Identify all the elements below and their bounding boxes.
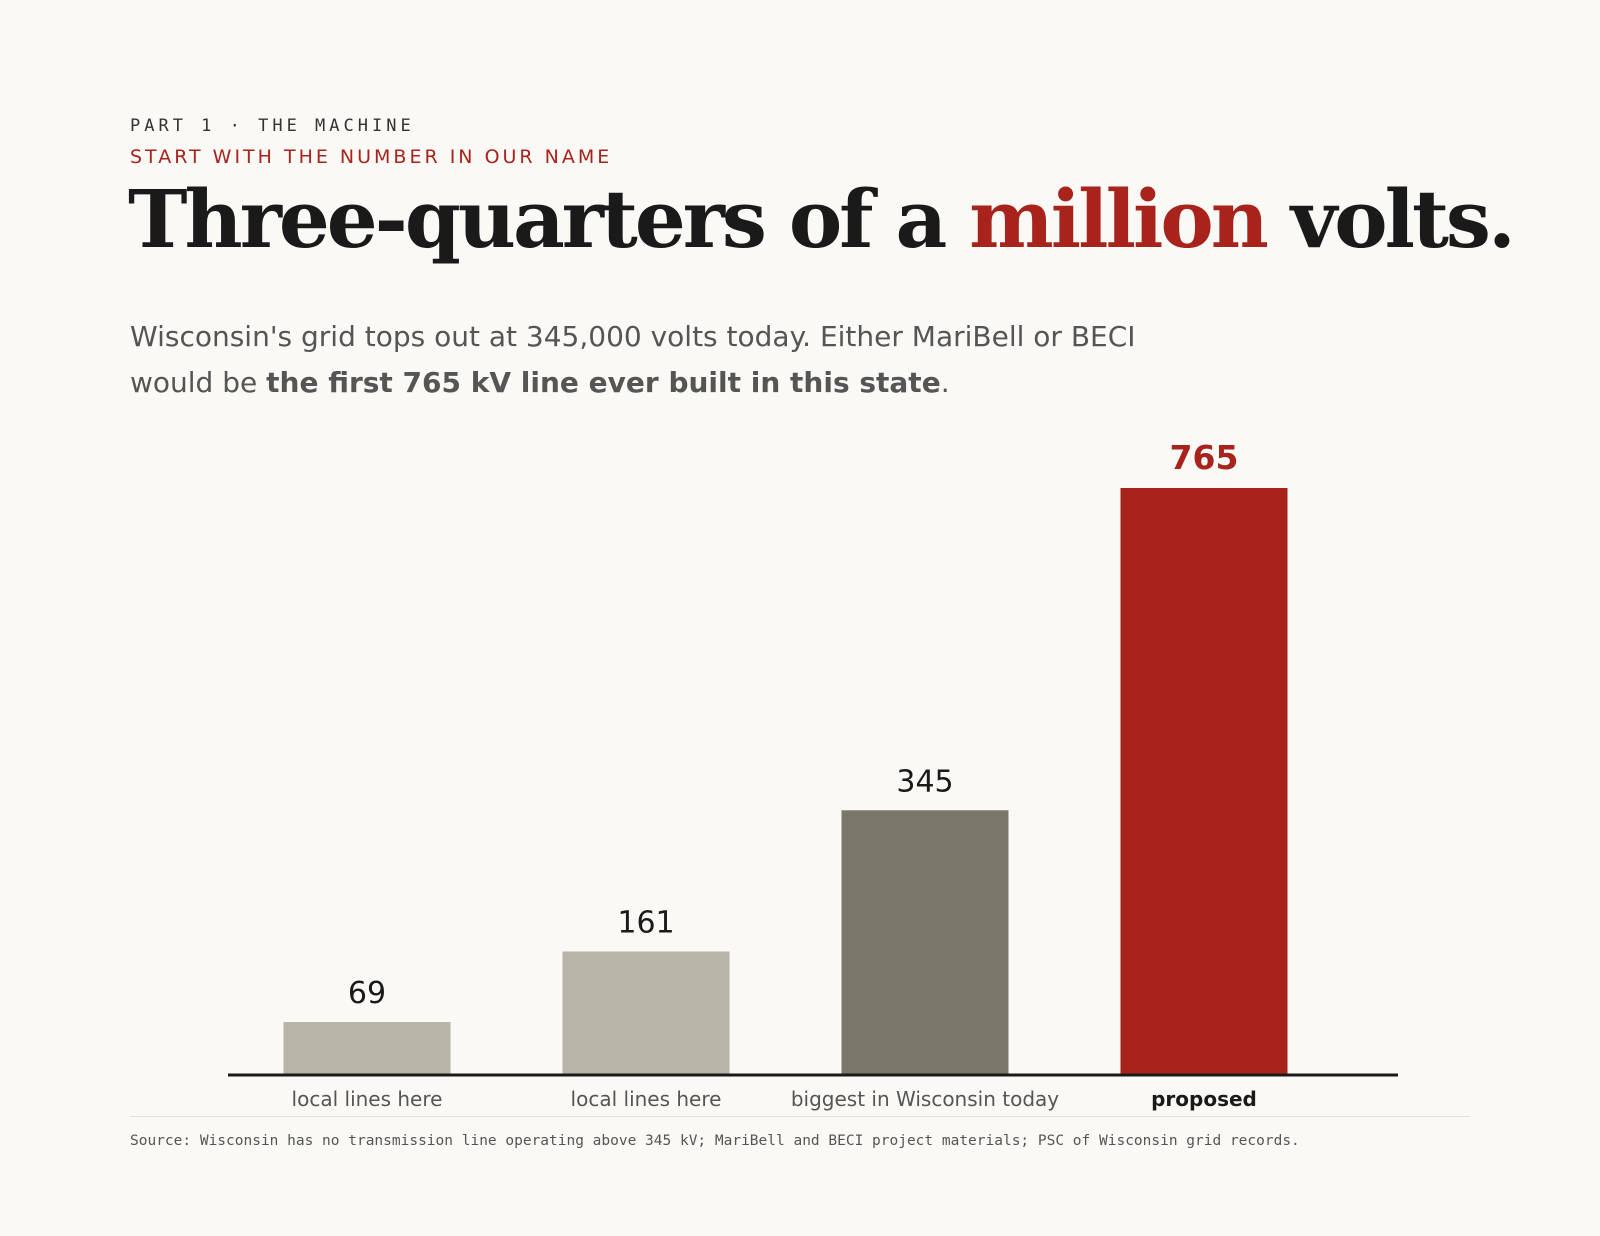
category-label-4: proposed [1151,1087,1257,1111]
dek-bold: the first 765 kV line ever built in this… [266,366,941,399]
value-label-1: 69 [348,976,386,1011]
section-kicker: PART 1 · THE MACHINE [130,116,415,136]
value-label-2: 161 [617,905,674,940]
headline-pre: Three-quarters of a [128,172,970,266]
category-label-1: local lines here [292,1087,443,1111]
bar-2 [562,951,730,1075]
divider [130,1116,1470,1117]
dek: Wisconsin's grid tops out at 345,000 vol… [130,314,1190,406]
category-label-3: biggest in Wisconsin today [791,1087,1059,1111]
bar-1 [283,1022,451,1075]
value-label-4: 765 [1170,438,1239,477]
dek-end: . [940,366,950,399]
value-label-3: 345 [896,764,953,799]
bar-3 [841,810,1009,1075]
category-label-2: local lines here [571,1087,722,1111]
dek-text: Wisconsin's grid tops out at 345,000 vol… [130,320,1136,399]
bar-4 [1120,488,1288,1075]
source-note: Source: Wisconsin has no transmission li… [130,1133,1300,1149]
headline: Three-quarters of a million volts. [128,172,1516,266]
headline-accent: million [969,172,1269,266]
headline-post: volts. [1265,172,1516,266]
section-subkicker: START WITH THE NUMBER IN OUR NAME [130,146,613,168]
